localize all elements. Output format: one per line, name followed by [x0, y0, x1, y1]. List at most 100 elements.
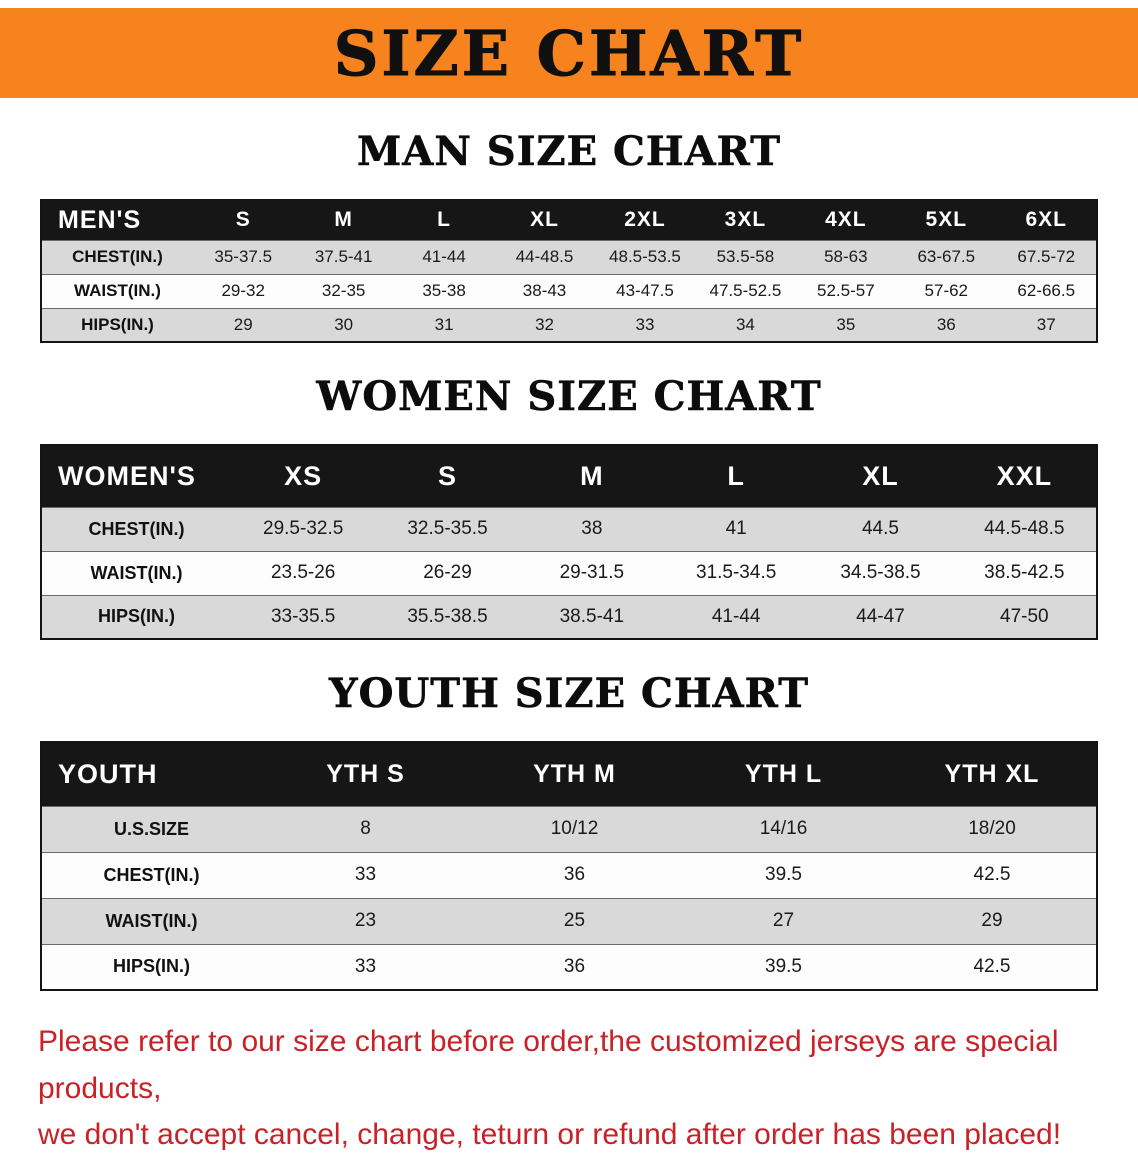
size-value-cell: 44-47 [856, 605, 905, 627]
table-row: CHEST(IN.) 33 36 39.5 42.5 [41, 852, 1097, 898]
size-value-cell: 42.5 [973, 955, 1011, 977]
measurement-row-label: HIPS(IN.) [81, 314, 154, 334]
size-value-cell: 23.5-26 [270, 562, 336, 583]
measurement-row-label: WAIST(IN.) [105, 910, 198, 931]
women-header-row: WOMEN'S XS S M L XL XXL [41, 445, 1097, 507]
banner: SIZE CHART [0, 8, 1138, 98]
size-value-cell: 26-29 [423, 562, 472, 583]
table-row: HIPS(IN.) 29 30 31 32 33 34 35 36 37 [41, 308, 1097, 342]
size-column-header: 6XL [996, 200, 1097, 240]
size-value-cell: 33 [635, 314, 655, 334]
youth-header-row: YOUTH YTH S YTH M YTH L YTH XL [41, 742, 1097, 806]
size-column-header: M [293, 200, 394, 240]
size-value-cell: 41-44 [711, 605, 761, 627]
men-group-label: MEN'S [41, 200, 193, 240]
table-row: HIPS(IN.) 33 36 39.5 42.5 [41, 944, 1097, 990]
size-value-cell: 31 [434, 314, 454, 334]
measurement-row-label: CHEST(IN.) [88, 518, 185, 539]
page-title: SIZE CHART [333, 16, 805, 90]
size-value-cell: 35-37.5 [214, 247, 273, 266]
size-value-cell: 36 [563, 955, 586, 977]
section-men: MAN SIZE CHART MEN'S S M L XL 2XL 3XL 4XL 5XL 6XL C… [0, 128, 1138, 343]
size-value-cell: 29-32 [221, 281, 265, 300]
size-value-cell: 31.5-34.5 [696, 562, 777, 583]
women-group-label: WOMEN'S [41, 445, 231, 507]
table-row: CHEST(IN.) 35-37.5 37.5-41 41-44 44-48.5 48.5… [41, 240, 1097, 274]
disclaimer-line-1: Please refer to our size chart before or… [38, 1025, 1059, 1105]
measurement-row-label: U.S.SIZE [113, 818, 189, 839]
size-value-cell: 35 [836, 314, 856, 334]
size-column-header: L [393, 200, 495, 240]
size-value-cell: 23 [354, 910, 377, 931]
size-column-header: XXL [952, 445, 1097, 507]
size-column-header: YTH S [261, 742, 470, 806]
size-value-cell: 62-66.5 [1017, 281, 1076, 300]
disclaimer: Please refer to our size chart before or… [38, 1019, 1100, 1159]
size-value-cell: 32 [535, 314, 554, 334]
size-column-header: YTH M [470, 742, 679, 806]
men-size-table: MEN'S S M L XL 2XL 3XL 4XL 5XL 6XL CHEST(IN.) 35-37… [40, 199, 1098, 343]
size-value-cell: 32-35 [321, 281, 366, 300]
section-women: WOMEN SIZE CHART WOMEN'S XS S M L XL XXL CHEST(I… [0, 373, 1138, 640]
table-row: WAIST(IN.) 29-32 32-35 35-38 38-43 43-47.5 47.… [41, 274, 1097, 308]
size-value-cell: 47.5-52.5 [709, 281, 782, 300]
size-column-header: 2XL [594, 200, 696, 240]
size-column-header: YTH L [679, 742, 888, 806]
size-value-cell: 57-62 [924, 281, 969, 300]
size-value-cell: 33 [354, 864, 377, 885]
size-value-cell: 32.5-35.5 [407, 518, 488, 539]
size-chart-page: SIZE CHART MAN SIZE CHART MEN'S S M L XL 2XL 3X… [0, 8, 1138, 1169]
size-column-header: YTH XL [888, 742, 1097, 806]
youth-size-table: YOUTH YTH S YTH M YTH L YTH XL U.S.SIZE 8 10/12… [40, 741, 1098, 991]
section-youth: YOUTH SIZE CHART YOUTH YTH S YTH M YTH L YTH … [0, 670, 1138, 991]
size-value-cell: 29-31.5 [559, 562, 625, 583]
size-value-cell: 36 [563, 864, 586, 885]
size-column-header: S [193, 200, 294, 240]
size-value-cell: 33 [354, 955, 377, 977]
size-value-cell: 37.5-41 [314, 247, 373, 266]
size-column-header: XL [808, 445, 953, 507]
size-column-header: 3XL [695, 200, 796, 240]
women-size-table: WOMEN'S XS S M L XL XXL CHEST(IN.) 29.5-32.5 32.5… [40, 444, 1098, 640]
size-value-cell: 52.5-57 [817, 281, 875, 300]
size-value-cell: 41 [725, 518, 747, 539]
size-value-cell: 35-38 [422, 281, 466, 300]
size-value-cell: 63-67.5 [917, 247, 976, 266]
size-value-cell: 29.5-32.5 [263, 518, 344, 539]
size-value-cell: 43-47.5 [616, 281, 674, 300]
size-value-cell: 38.5-41 [559, 605, 625, 627]
disclaimer-line-2: we don't accept cancel, change, teturn o… [38, 1118, 1062, 1151]
size-value-cell: 8 [360, 818, 371, 839]
measurement-row-label: HIPS(IN.) [112, 956, 190, 977]
size-value-cell: 18/20 [968, 818, 1016, 839]
men-header-row: MEN'S S M L XL 2XL 3XL 4XL 5XL 6XL [41, 200, 1097, 240]
size-value-cell: 67.5-72 [1017, 247, 1076, 266]
size-column-header: XS [231, 445, 376, 507]
size-value-cell: 34 [735, 314, 755, 334]
table-row: WAIST(IN.) 23 25 27 29 [41, 898, 1097, 944]
size-value-cell: 39.5 [765, 955, 802, 977]
men-size-chart-heading: MAN SIZE CHART [357, 128, 781, 176]
size-value-cell: 34.5-38.5 [840, 562, 921, 583]
table-row: CHEST(IN.) 29.5-32.5 32.5-35.5 38 41 44.5 44.5… [41, 507, 1097, 551]
size-column-header: L [663, 445, 809, 507]
measurement-row-label: HIPS(IN.) [97, 606, 175, 627]
measurement-row-label: WAIST(IN.) [74, 281, 161, 300]
size-value-cell: 36 [936, 314, 956, 334]
size-value-cell: 38-43 [522, 281, 567, 300]
size-value-cell: 38.5-42.5 [984, 562, 1065, 583]
size-value-cell: 14/16 [759, 818, 808, 839]
youth-size-chart-heading: YOUTH SIZE CHART [329, 670, 809, 718]
size-value-cell: 33-35.5 [270, 605, 336, 627]
size-value-cell: 35.5-38.5 [407, 605, 488, 627]
size-value-cell: 48.5-53.5 [609, 247, 681, 266]
sections-container: MAN SIZE CHART MEN'S S M L XL 2XL 3XL 4XL 5XL 6XL C… [0, 128, 1138, 991]
size-value-cell: 38 [581, 518, 603, 539]
size-value-cell: 41-44 [422, 247, 466, 266]
size-value-cell: 37 [1036, 314, 1056, 334]
size-value-cell: 25 [563, 910, 586, 931]
size-value-cell: 39.5 [765, 864, 802, 885]
size-value-cell: 27 [772, 910, 795, 931]
size-value-cell: 44.5-48.5 [984, 518, 1065, 539]
size-column-header: 5XL [896, 200, 997, 240]
